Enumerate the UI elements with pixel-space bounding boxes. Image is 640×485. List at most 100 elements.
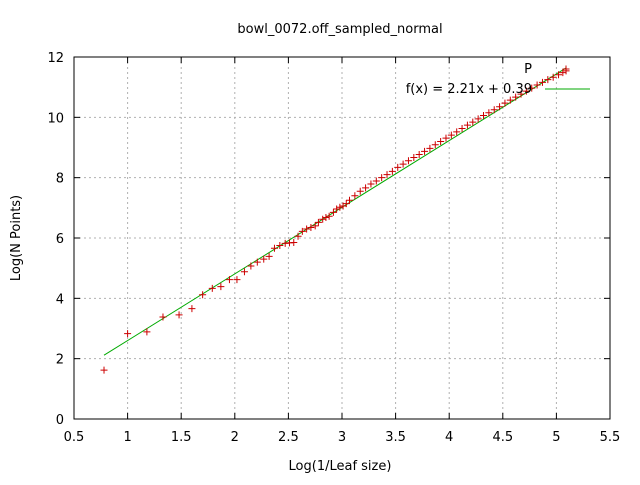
data-point xyxy=(290,239,298,247)
data-point xyxy=(463,121,471,129)
x-tick-label: 4.5 xyxy=(492,430,513,445)
data-point xyxy=(544,76,552,84)
data-point xyxy=(453,128,461,136)
x-tick-label: 1 xyxy=(123,430,131,445)
legend-label-points: P xyxy=(524,62,532,77)
data-point xyxy=(367,180,375,188)
legend: P f(x) = 2.21x + 0.39 xyxy=(406,62,590,97)
y-axis-label: Log(N Points) xyxy=(9,195,24,281)
data-point xyxy=(319,215,327,223)
data-point xyxy=(281,239,289,247)
data-point xyxy=(294,232,302,240)
y-tick-label: 2 xyxy=(56,353,64,368)
data-point xyxy=(447,131,455,139)
data-point xyxy=(362,184,370,192)
data-point xyxy=(325,212,333,220)
data-point xyxy=(383,171,391,179)
legend-label-fit: f(x) = 2.21x + 0.39 xyxy=(406,82,532,97)
grid xyxy=(74,57,610,419)
data-point xyxy=(378,174,386,182)
data-point xyxy=(270,244,278,252)
data-point xyxy=(225,276,233,284)
data-point xyxy=(555,71,563,79)
data-point xyxy=(342,200,350,208)
data-point xyxy=(549,73,557,81)
x-tick-label: 4 xyxy=(445,430,453,445)
data-point xyxy=(474,115,482,123)
y-tick-label: 10 xyxy=(47,111,64,126)
data-point xyxy=(399,160,407,168)
data-point xyxy=(410,153,418,161)
data-point xyxy=(333,205,341,213)
legend-marker-points xyxy=(562,65,570,73)
data-point xyxy=(431,141,439,149)
x-tick-label: 1.5 xyxy=(171,430,192,445)
data-point xyxy=(522,87,530,95)
data-point xyxy=(528,84,536,92)
data-point xyxy=(240,268,248,276)
data-point xyxy=(426,144,434,152)
data-point xyxy=(404,157,412,165)
x-tick-label: 5.5 xyxy=(600,430,621,445)
data-point xyxy=(314,218,322,226)
data-point xyxy=(421,147,429,155)
data-point xyxy=(458,124,466,132)
series xyxy=(100,67,570,374)
data-point xyxy=(199,291,207,299)
data-point xyxy=(356,187,364,195)
data-point xyxy=(311,222,319,230)
axes: 0.5 1 1.5 2 2.5 3 3.5 4 4.5 5 5.5 0 2 4 6 8 10 12 xyxy=(47,51,620,445)
data-point xyxy=(346,196,354,204)
data-point xyxy=(506,96,514,104)
data-point xyxy=(298,227,306,235)
data-point xyxy=(159,313,167,321)
data-point xyxy=(217,283,225,291)
data-point xyxy=(442,134,450,142)
data-point xyxy=(253,258,261,266)
data-point xyxy=(260,255,268,263)
data-point xyxy=(276,242,284,250)
data-point xyxy=(336,203,344,211)
y-tick-label: 4 xyxy=(56,292,64,307)
data-point xyxy=(247,262,255,270)
data-point xyxy=(307,223,315,231)
x-tick-label: 3.5 xyxy=(385,430,406,445)
data-point xyxy=(303,225,311,233)
data-point xyxy=(512,93,520,101)
data-point xyxy=(233,276,241,284)
x-tick-label: 3 xyxy=(338,430,346,445)
y-tick-label: 0 xyxy=(56,413,64,428)
x-axis-label: Log(1/Leaf size) xyxy=(289,459,392,474)
data-point xyxy=(188,305,196,313)
data-point xyxy=(501,99,509,107)
data-point xyxy=(388,167,396,175)
data-point xyxy=(394,163,402,171)
x-tick-label: 2 xyxy=(231,430,239,445)
data-point xyxy=(351,192,359,200)
data-point xyxy=(372,177,380,185)
data-point xyxy=(265,252,273,260)
data-point xyxy=(143,328,151,336)
data-point xyxy=(329,208,337,216)
data-point xyxy=(538,78,546,86)
data-point xyxy=(322,213,330,221)
data-point xyxy=(175,311,183,319)
y-tick-label: 12 xyxy=(47,51,64,66)
y-tick-label: 8 xyxy=(56,172,64,187)
data-point xyxy=(485,109,493,117)
chart-title: bowl_0072.off_sampled_normal xyxy=(237,22,442,37)
data-point xyxy=(559,69,567,77)
data-point xyxy=(208,284,216,292)
data-point xyxy=(480,112,488,120)
data-point xyxy=(517,90,525,98)
y-tick-label: 6 xyxy=(56,232,64,247)
data-point xyxy=(490,106,498,114)
x-tick-label: 2.5 xyxy=(278,430,299,445)
x-tick-label: 0.5 xyxy=(64,430,85,445)
data-point xyxy=(100,366,108,374)
data-point xyxy=(415,150,423,158)
data-point xyxy=(124,330,132,338)
